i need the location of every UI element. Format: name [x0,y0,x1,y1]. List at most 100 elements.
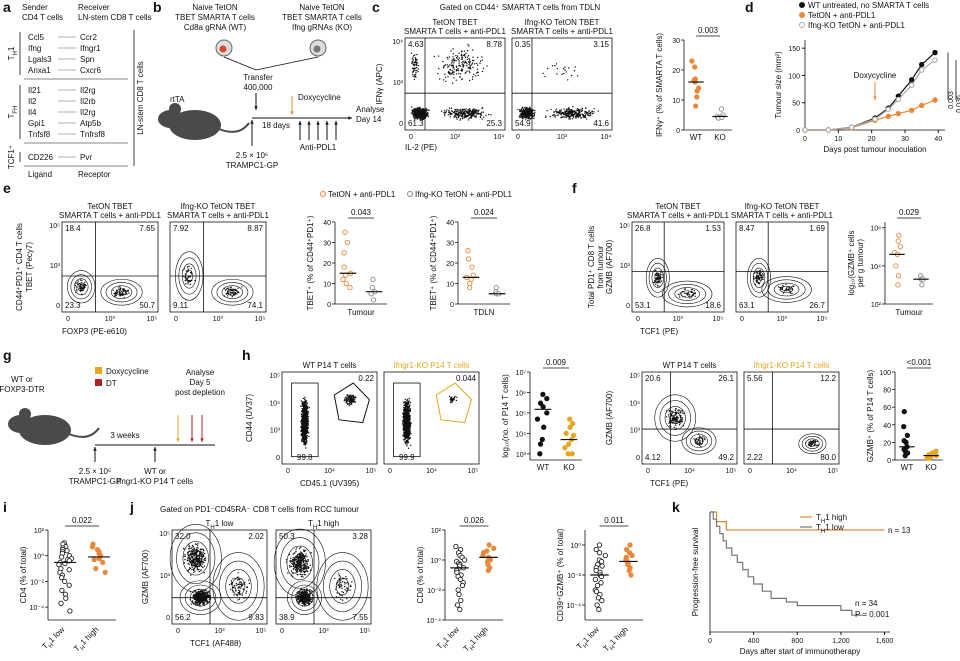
event-dot [413,78,416,81]
label: Ifng gRNAs (KO) [292,23,352,32]
event-dot [459,119,461,121]
data-point [469,264,475,270]
event-dot [448,65,450,67]
event-dot [450,50,452,52]
event-dot [679,412,682,414]
y-label: Tumour size (mm²) [774,51,783,119]
event-dot [306,429,308,431]
event-dot [409,408,412,410]
event-dot [700,445,702,448]
data-point [534,416,541,422]
event-dot [407,415,409,417]
event-dot [573,70,576,72]
flow-y-tick: 10⁵ [269,373,280,380]
event-dot [344,398,346,400]
event-dot [414,69,416,72]
flow-title: SMARTA T cells + anti-PDL1 [59,211,161,220]
event-dot [443,64,445,67]
event-dot [420,108,422,110]
event-dot [350,400,352,403]
event-dot [551,65,554,67]
event-dot [461,50,463,52]
event-dot [762,274,764,276]
event-dot [463,53,466,56]
flow-x-tick: 10⁵ [255,316,266,323]
flow-title: TetON TBET [432,18,477,27]
event-dot [528,111,530,113]
event-dot [582,114,584,117]
data-point [59,574,65,581]
event-dot [354,396,357,398]
event-dot [554,64,556,67]
event-dot [122,293,125,295]
event-dot [529,107,531,110]
event-dot [349,397,351,399]
event-dot [675,424,677,426]
event-dot [701,440,703,442]
event-dot [681,412,683,414]
data-point [719,114,725,121]
flow-events [401,395,458,449]
y-tick-label: 10 [446,282,454,289]
event-dot [466,112,468,114]
event-dot [587,114,590,116]
label: Analyse [356,105,385,114]
y-label: CD44⁺PD1⁺ CD4 T cells [15,223,24,311]
panel-label: g [3,347,12,363]
event-dot [119,289,121,291]
event-dot [345,400,347,402]
series-point [848,124,855,130]
label: WT or [144,467,166,476]
quadrant-value: 54.9 [515,119,531,128]
event-dot [456,55,459,57]
series-point [918,61,925,68]
event-dot [481,107,483,110]
event-dot [346,402,349,404]
event-dot [561,111,564,114]
event-dot [468,70,470,73]
event-dot [303,418,305,420]
event-dot [759,275,761,277]
quadrant-value: 12.2 [820,374,836,383]
data-point [62,578,68,585]
event-dot [785,288,787,290]
label: Naive TetON [192,3,237,12]
y-tick-label: 0 [676,128,680,135]
event-dot [229,291,231,293]
event-dot [582,116,585,118]
event-dot [450,400,452,402]
event-dot [457,109,459,111]
label: Doxycycline [854,71,897,80]
event-dot [128,292,130,294]
event-dot [188,280,191,282]
y-tick-label: 30 [446,241,454,248]
event-dot [460,112,462,115]
event-dot [403,419,406,421]
event-dot [444,73,446,75]
series-point [802,127,808,133]
event-dot [477,64,479,66]
flow-y-tick: 0 [276,455,280,462]
event-dot [302,437,304,439]
event-dot [442,60,444,63]
event-dot [414,112,416,114]
ligand: Il2 [28,97,37,106]
event-dot [671,420,673,422]
event-dot [404,433,407,435]
quadrant-value: 0.35 [515,40,531,49]
event-dot [680,410,682,412]
event-dot [469,109,471,112]
event-dot [450,73,453,75]
data-point [93,565,99,572]
event-dot [349,403,352,406]
event-dot [456,108,458,111]
quadrant-value: 53.1 [635,301,651,310]
event-dot [306,440,308,442]
event-dot [425,107,427,110]
event-dot [586,118,588,120]
event-dot [661,274,663,276]
event-dot [114,295,116,297]
y-tick-label: 30 [323,241,331,248]
event-dot [462,60,464,63]
event-dot [455,114,457,116]
